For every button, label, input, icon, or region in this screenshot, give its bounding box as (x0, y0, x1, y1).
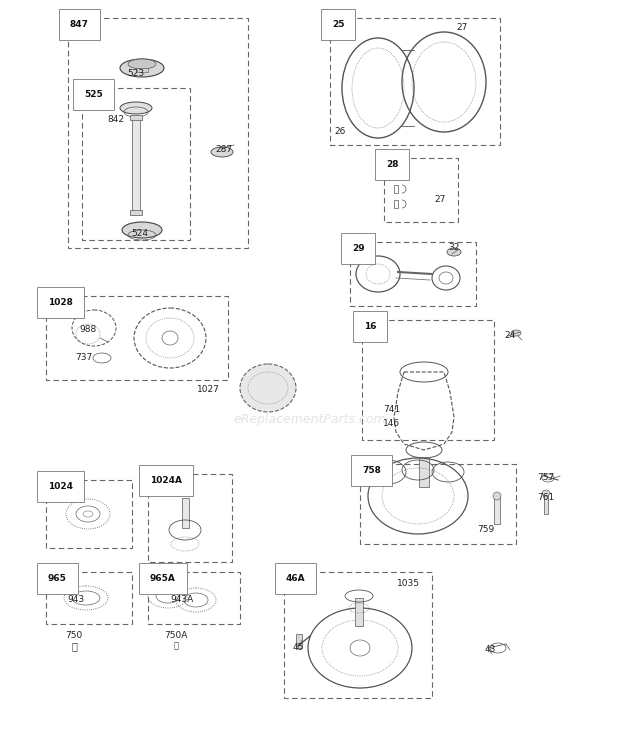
Text: 737: 737 (76, 353, 92, 362)
Bar (296, 634, 302, 648)
Ellipse shape (511, 330, 521, 336)
Text: 524: 524 (131, 228, 149, 237)
Text: 1028: 1028 (48, 298, 73, 307)
Text: 758: 758 (362, 466, 381, 475)
Bar (394, 200, 398, 208)
Text: ⬧: ⬧ (174, 641, 179, 650)
Text: 847: 847 (70, 20, 89, 29)
Text: 26: 26 (334, 127, 346, 136)
Text: 1024: 1024 (48, 482, 73, 491)
Text: 45: 45 (292, 644, 304, 652)
Ellipse shape (542, 490, 550, 496)
Ellipse shape (493, 492, 501, 500)
Text: 842: 842 (107, 115, 125, 124)
Text: 741: 741 (383, 405, 401, 414)
Bar (132, 118, 140, 213)
Ellipse shape (447, 248, 461, 256)
Text: 759: 759 (477, 525, 495, 534)
Bar (182, 498, 189, 528)
Text: 1027: 1027 (197, 385, 219, 394)
Ellipse shape (128, 59, 156, 69)
Bar (494, 496, 500, 524)
Bar (130, 210, 142, 215)
Text: eReplacementParts.com: eReplacementParts.com (234, 414, 386, 426)
Ellipse shape (120, 59, 164, 77)
Ellipse shape (240, 364, 296, 412)
Text: ⬧: ⬧ (71, 641, 77, 651)
Ellipse shape (120, 102, 152, 114)
Text: 1035: 1035 (397, 580, 420, 589)
Text: 750A: 750A (164, 632, 188, 641)
Text: 28: 28 (386, 160, 399, 169)
Text: 29: 29 (352, 244, 365, 253)
Bar (130, 115, 142, 120)
Text: 750: 750 (65, 632, 82, 641)
Text: 16: 16 (364, 322, 376, 331)
Text: 25: 25 (332, 20, 345, 29)
Text: 943: 943 (68, 595, 84, 604)
Bar (419, 457, 429, 487)
Text: 965A: 965A (150, 574, 176, 583)
Text: 757: 757 (538, 473, 555, 483)
Text: 46A: 46A (286, 574, 306, 583)
Text: 943A: 943A (170, 595, 193, 604)
Ellipse shape (122, 222, 162, 238)
Text: 965: 965 (48, 574, 67, 583)
Text: 27: 27 (435, 196, 446, 205)
Text: 24: 24 (505, 332, 516, 341)
Bar (136, 68, 148, 72)
Text: 523: 523 (128, 69, 144, 79)
Ellipse shape (211, 147, 233, 157)
Text: 43: 43 (484, 646, 495, 655)
Bar (394, 185, 398, 193)
Bar (355, 598, 363, 626)
Text: 761: 761 (538, 493, 555, 502)
Text: 27: 27 (456, 24, 467, 33)
Text: 32: 32 (448, 243, 459, 252)
Bar (394, 170, 398, 178)
Bar (544, 494, 548, 514)
Text: 525: 525 (84, 90, 103, 99)
Text: 988: 988 (79, 326, 97, 335)
Text: 146: 146 (383, 420, 401, 429)
Text: 1024A: 1024A (150, 476, 182, 485)
Text: 287: 287 (215, 146, 232, 155)
